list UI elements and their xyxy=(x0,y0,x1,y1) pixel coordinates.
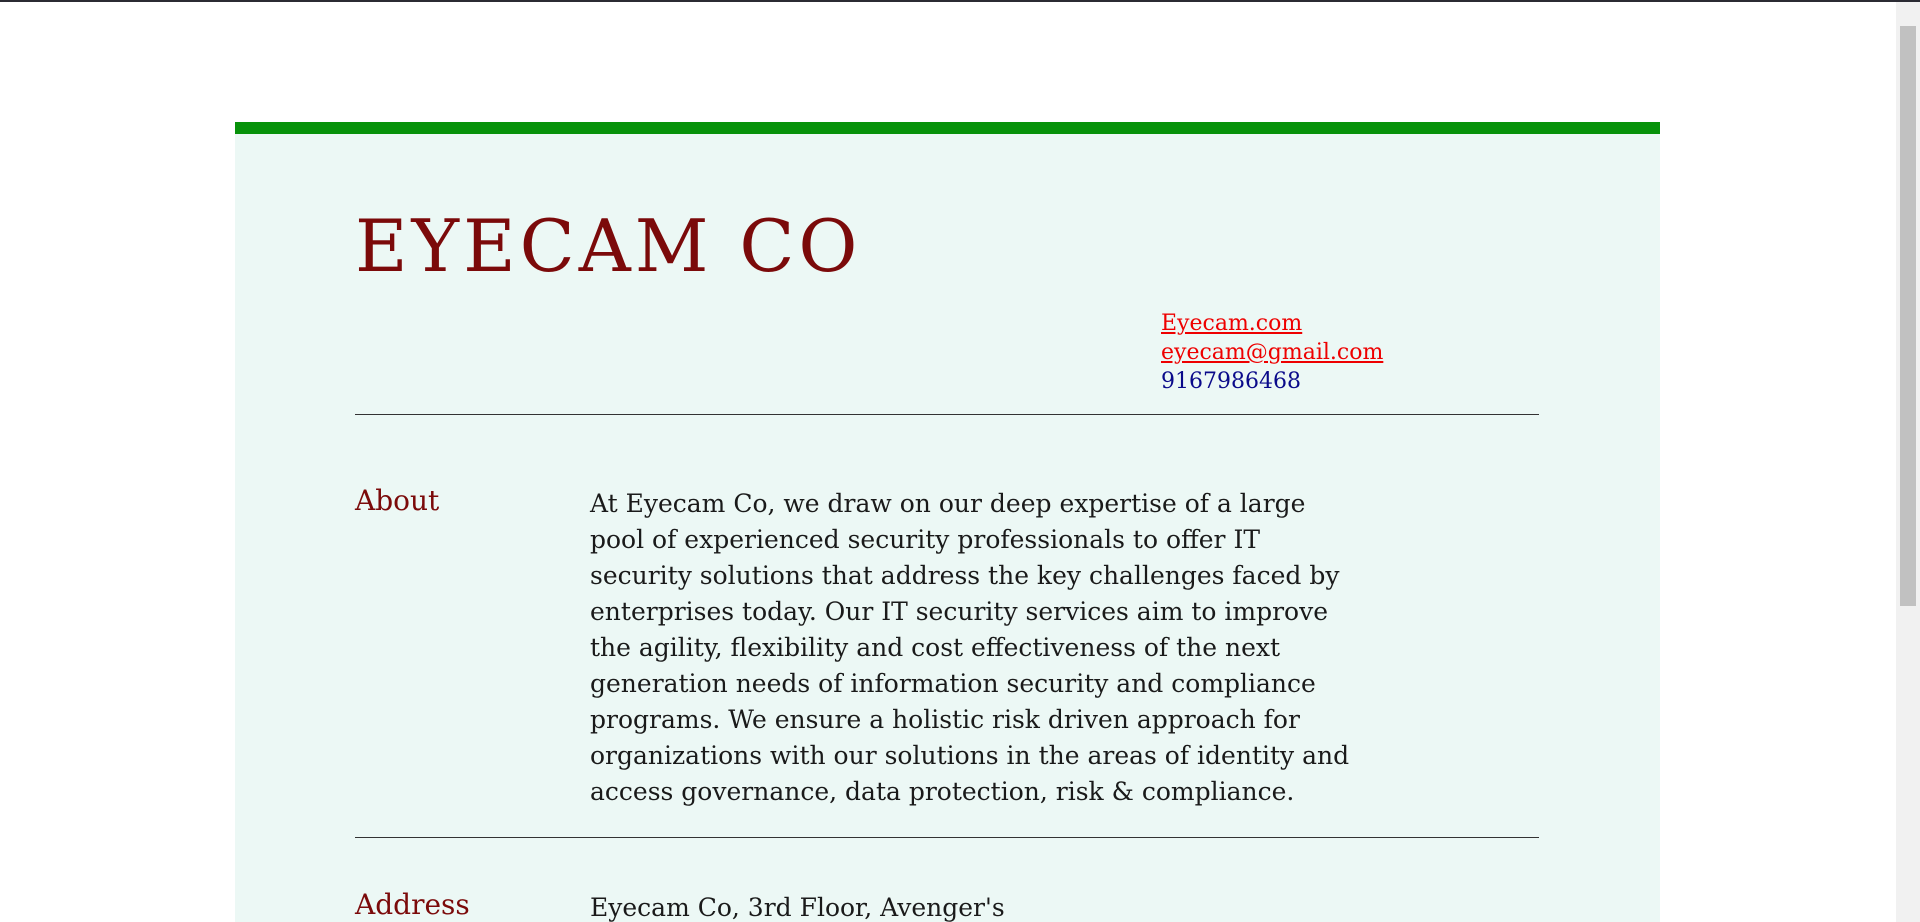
profile-card: EYECAM CO Eyecam.com eyecam@gmail.com 91… xyxy=(235,122,1660,922)
address-label: Address xyxy=(355,888,470,921)
contact-block: Eyecam.com eyecam@gmail.com 9167986468 xyxy=(1161,309,1383,396)
about-text: At Eyecam Co, we draw on our deep expert… xyxy=(590,489,1350,806)
divider xyxy=(355,414,1539,415)
address-text: Eyecam Co, 3rd Floor, Avenger's Tower, K… xyxy=(590,890,1360,922)
company-title: EYECAM CO xyxy=(355,204,862,288)
about-label: About xyxy=(355,484,440,517)
scrollbar[interactable] xyxy=(1896,2,1920,922)
phone: 9167986468 xyxy=(1161,369,1301,394)
website-link[interactable]: Eyecam.com xyxy=(1161,311,1303,336)
email-link[interactable]: eyecam@gmail.com xyxy=(1161,340,1384,365)
divider xyxy=(355,837,1539,838)
address-line: Eyecam Co, 3rd Floor, Avenger's xyxy=(590,893,1005,922)
scroll-thumb[interactable] xyxy=(1900,26,1916,606)
